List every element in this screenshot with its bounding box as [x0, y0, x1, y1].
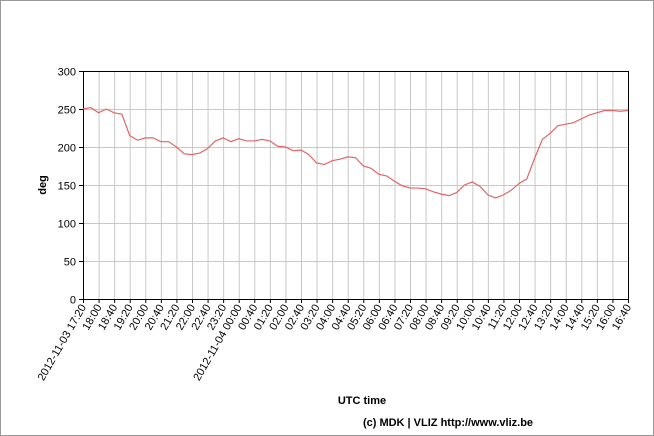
- x-axis-label: UTC time: [338, 395, 386, 407]
- y-tick-label: 250: [58, 105, 76, 117]
- footer: (c) MDK | VLIZ http://www.vliz.be: [363, 417, 533, 429]
- y-tick-label: 0: [70, 295, 76, 307]
- data-line: [82, 106, 629, 199]
- y-tick-label: 100: [58, 219, 76, 231]
- plot-border: [83, 71, 629, 300]
- y-axis-label: deg: [37, 175, 49, 195]
- y-tick-label: 200: [58, 143, 76, 155]
- y-tick-label: 50: [64, 257, 76, 269]
- y-tick-label: 300: [58, 67, 76, 79]
- y-tick-label: 150: [58, 181, 76, 193]
